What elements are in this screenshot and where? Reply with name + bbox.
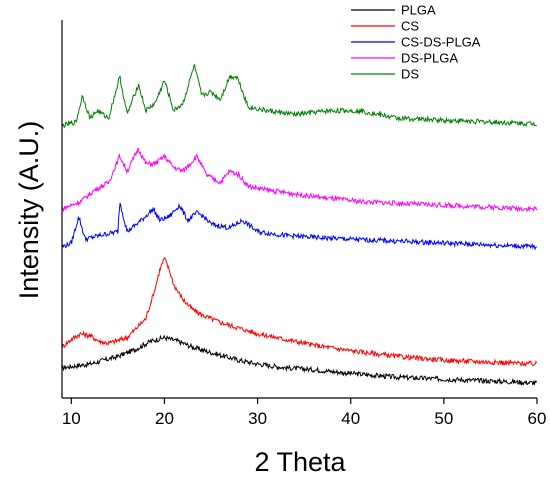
legend-label: DS <box>401 67 419 82</box>
series-line-plga <box>61 334 538 387</box>
x-tick-label: 50 <box>434 409 453 428</box>
x-tick-label: 30 <box>248 409 267 428</box>
plot-lines <box>61 63 538 387</box>
series-line-cs-ds-plga <box>61 202 537 251</box>
y-axis-label: Intensity (A.U.) <box>14 121 44 300</box>
series-line-ds-plga <box>61 147 538 213</box>
series-line-cs <box>61 257 538 367</box>
legend-label: PLGA <box>401 3 436 18</box>
x-axis-label: 2 Theta <box>254 447 346 477</box>
legend-label: CS-DS-PLGA <box>401 35 481 50</box>
axes <box>61 20 537 399</box>
series-line-ds <box>61 63 537 129</box>
x-tick-label: 60 <box>528 409 547 428</box>
legend-label: DS-PLGA <box>401 51 458 66</box>
legend-label: CS <box>401 19 419 34</box>
x-ticks: 10 20 30 40 50 60 <box>62 398 547 428</box>
x-tick-label: 10 <box>62 409 81 428</box>
x-tick-label: 20 <box>155 409 174 428</box>
x-tick-label: 40 <box>341 409 360 428</box>
